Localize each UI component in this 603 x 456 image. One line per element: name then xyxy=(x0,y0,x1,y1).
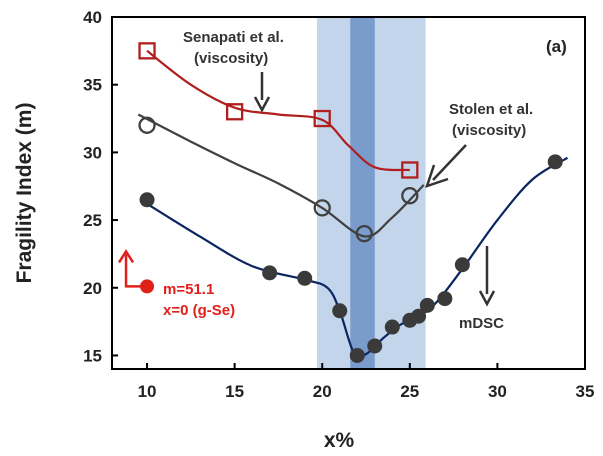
stolen-arrow-head xyxy=(425,164,449,188)
series-2-point-6 xyxy=(384,319,400,335)
y-tick-label-30: 30 xyxy=(83,143,102,162)
plot-frame xyxy=(111,16,586,370)
series-2-point-9 xyxy=(419,297,435,313)
mdsc-label: mDSC xyxy=(459,315,504,332)
annotation-arrows xyxy=(117,72,496,307)
senapati-label-line2: (viscosity) xyxy=(194,50,268,67)
x-tick-label-30: 30 xyxy=(488,382,507,401)
series-1-point-1 xyxy=(313,199,331,217)
series-1-point-2 xyxy=(355,224,373,243)
y-tick-label-20: 20 xyxy=(83,279,102,298)
series-2-point-4 xyxy=(349,347,365,363)
series-2-point-5 xyxy=(367,338,383,354)
series-1-point-3 xyxy=(401,187,419,205)
series-2-point-0 xyxy=(139,192,155,208)
series-2-point-11 xyxy=(454,257,470,273)
series-2-point-8 xyxy=(411,308,427,324)
x-tick-label-10: 10 xyxy=(138,382,157,401)
y-tick-label-35: 35 xyxy=(83,76,102,95)
x-tick-label-15: 15 xyxy=(225,382,244,401)
series-0-point-3 xyxy=(401,161,419,179)
y-tick-label-15: 15 xyxy=(83,346,102,365)
series-2-point-12 xyxy=(547,154,563,170)
g-se-arrow-head xyxy=(117,249,135,264)
series-2-point-3 xyxy=(332,303,348,319)
x-tick-label-35: 35 xyxy=(576,382,595,401)
series-0-point-1 xyxy=(225,103,244,121)
gse-label-line2: x=0 (g-Se) xyxy=(163,302,235,319)
series-0-point-2 xyxy=(313,109,331,128)
g-se-point xyxy=(140,279,155,294)
axis-ticks: 10 15 20 25 30 35 15 20 25 30 35 40 xyxy=(83,8,594,401)
band-1 xyxy=(350,17,375,369)
x-tick-label-20: 20 xyxy=(313,382,332,401)
y-tick-label-25: 25 xyxy=(83,211,102,230)
x-tick-label-25: 25 xyxy=(400,382,419,401)
series-2-point-2 xyxy=(297,270,313,286)
stolen-arrow-shaft xyxy=(432,144,467,181)
series-2-point-1 xyxy=(262,265,278,281)
series-0-point-0 xyxy=(138,42,156,60)
series-1-curve xyxy=(137,113,425,238)
y-axis-label: Fragility Index (m) xyxy=(13,103,36,284)
x-axis-label: x% xyxy=(324,429,355,452)
series-1-point-0 xyxy=(138,116,156,134)
series-2-point-10 xyxy=(437,291,453,307)
series-0-curve xyxy=(146,49,410,172)
senapati-arrow-head xyxy=(253,96,271,113)
data-markers xyxy=(138,42,563,363)
panel-label: (a) xyxy=(546,37,567,56)
mdsc-arrow-head xyxy=(478,290,496,307)
senapati-label-line1: Senapati et al. xyxy=(183,29,284,46)
stolen-label-line1: Stolen et al. xyxy=(449,101,533,118)
gse-label-line1: m=51.1 xyxy=(163,281,214,298)
y-tick-label-40: 40 xyxy=(83,8,102,27)
stolen-label-line2: (viscosity) xyxy=(452,122,526,139)
